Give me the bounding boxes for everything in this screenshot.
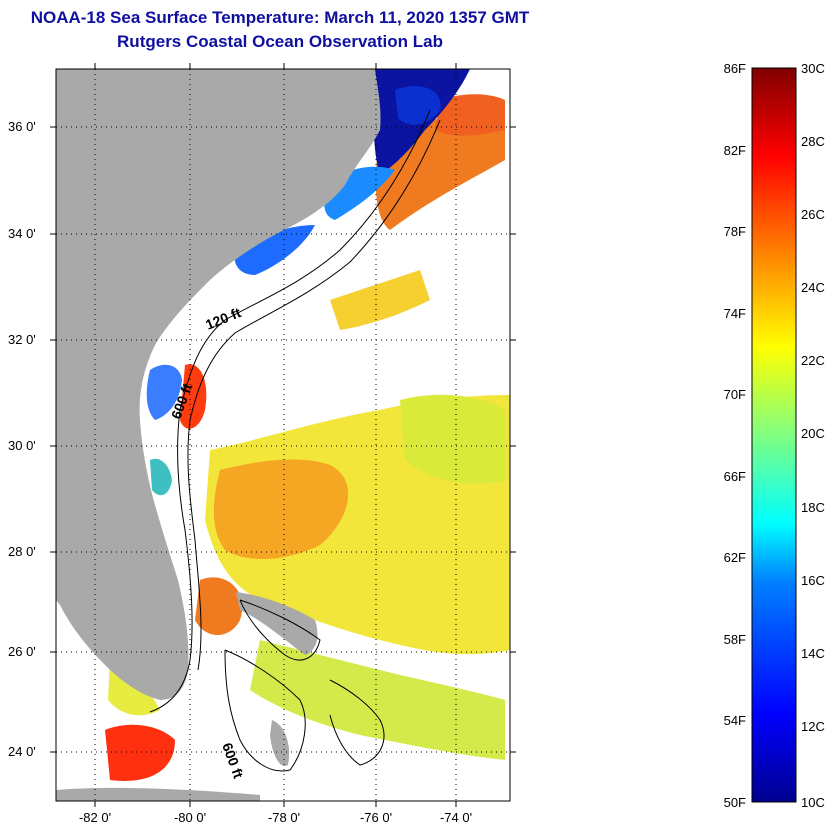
fahrenheit-label: 82F [724, 143, 746, 158]
celsius-label: 22C [801, 353, 825, 368]
lat-label: 28 0' [8, 544, 36, 559]
lat-label: 24 0' [8, 744, 36, 759]
cuba-land [56, 787, 260, 801]
fahrenheit-label: 66F [724, 469, 746, 484]
map-panel: 120 ft 600 ft 600 ft [56, 69, 510, 801]
map-subtitle: Rutgers Coastal Ocean Observation Lab [117, 32, 443, 51]
celsius-label: 26C [801, 207, 825, 222]
lon-label: -78 0' [268, 810, 300, 825]
celsius-label: 12C [801, 719, 825, 734]
lat-label: 30 0' [8, 438, 36, 453]
celsius-label: 10C [801, 795, 825, 810]
colorbar-fahrenheit-labels: 86F 82F 78F 74F 70F 66F 62F 58F 54F 50F [724, 61, 746, 810]
fahrenheit-label: 70F [724, 387, 746, 402]
celsius-label: 24C [801, 280, 825, 295]
lat-label: 36 0' [8, 119, 36, 134]
lon-label: -80 0' [174, 810, 206, 825]
map-title: NOAA-18 Sea Surface Temperature: March 1… [30, 8, 530, 27]
lat-label: 34 0' [8, 226, 36, 241]
fahrenheit-label: 62F [724, 550, 746, 565]
lat-lon-grid [56, 69, 510, 801]
lon-label: -76 0' [360, 810, 392, 825]
lon-label: -74 0' [440, 810, 472, 825]
fahrenheit-label: 58F [724, 632, 746, 647]
fahrenheit-label: 50F [724, 795, 746, 810]
fahrenheit-label: 54F [724, 713, 746, 728]
celsius-label: 30C [801, 61, 825, 76]
celsius-label: 14C [801, 646, 825, 661]
celsius-label: 18C [801, 500, 825, 515]
latitude-labels: 36 0' 34 0' 32 0' 30 0' 28 0' 26 0' 24 0… [8, 119, 36, 759]
land-mass [56, 69, 381, 700]
lon-label: -82 0' [79, 810, 111, 825]
temperature-colorbar [751, 67, 797, 803]
lat-label: 26 0' [8, 644, 36, 659]
bahamas-island [236, 592, 318, 655]
fahrenheit-label: 74F [724, 306, 746, 321]
longitude-labels: -82 0' -80 0' -78 0' -76 0' -74 0' [79, 810, 472, 825]
lat-label: 32 0' [8, 332, 36, 347]
fahrenheit-label: 78F [724, 224, 746, 239]
celsius-label: 16C [801, 573, 825, 588]
celsius-label: 28C [801, 134, 825, 149]
axis-ticks [50, 63, 516, 807]
map-frame [55, 68, 511, 802]
fahrenheit-label: 86F [724, 61, 746, 76]
bathymetry-contours [149, 109, 441, 772]
celsius-label: 20C [801, 426, 825, 441]
colorbar-celsius-labels: 30C 28C 26C 24C 22C 20C 18C 16C 14C 12C … [801, 61, 825, 810]
